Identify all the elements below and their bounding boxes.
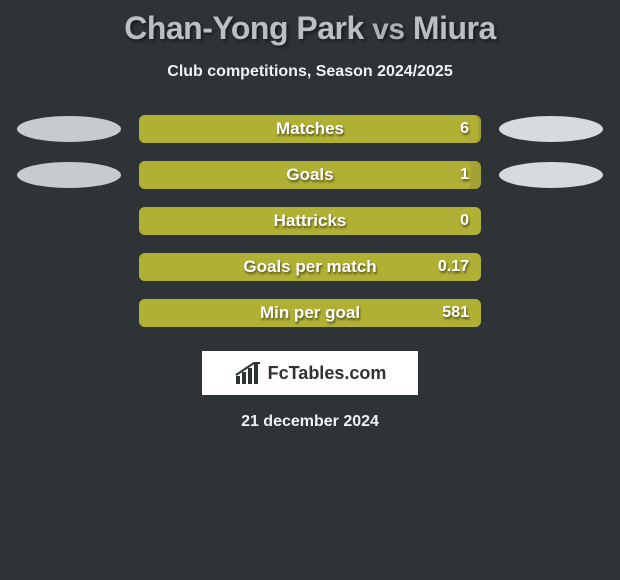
subtitle: Club competitions, Season 2024/2025 (0, 63, 620, 81)
stat-value: 581 (442, 299, 469, 327)
page-title: Chan-Yong Park vs Miura (0, 0, 620, 47)
left-ellipse-spacer (17, 254, 121, 280)
right-ellipse-spacer (499, 300, 603, 326)
stat-row: Min per goal 581 (0, 299, 620, 327)
stat-row: Goals per match 0.17 (0, 253, 620, 281)
stat-value: 0.17 (438, 253, 469, 281)
stat-bar: Goals 1 (139, 161, 481, 189)
player1-name: Chan-Yong Park (124, 10, 364, 46)
stat-row: Goals 1 (0, 161, 620, 189)
right-ellipse (499, 162, 603, 188)
branding-box: FcTables.com (202, 351, 418, 395)
right-ellipse-spacer (499, 208, 603, 234)
left-ellipse (17, 116, 121, 142)
branding-icon (234, 362, 262, 384)
stat-row: Matches 6 (0, 115, 620, 143)
stat-label: Goals (286, 165, 333, 185)
stat-label: Hattricks (274, 211, 347, 231)
stat-label: Min per goal (260, 303, 360, 323)
left-ellipse (17, 162, 121, 188)
stats-rows: Matches 6 Goals 1 Hattricks 0 Goals per match 0… (0, 115, 620, 327)
stat-bar: Hattricks 0 (139, 207, 481, 235)
right-ellipse-spacer (499, 254, 603, 280)
stat-bar: Matches 6 (139, 115, 481, 143)
stat-value: 0 (460, 207, 469, 235)
stat-label: Matches (276, 119, 344, 139)
stat-bar: Min per goal 581 (139, 299, 481, 327)
stat-value: 6 (460, 115, 469, 143)
stat-row: Hattricks 0 (0, 207, 620, 235)
date-text: 21 december 2024 (0, 413, 620, 431)
right-ellipse (499, 116, 603, 142)
stat-value: 1 (460, 161, 469, 189)
left-ellipse-spacer (17, 208, 121, 234)
player2-name: Miura (413, 10, 496, 46)
stat-label: Goals per match (243, 257, 376, 277)
left-ellipse-spacer (17, 300, 121, 326)
vs-text: vs (372, 13, 404, 46)
branding-text: FcTables.com (268, 363, 387, 384)
stat-bar: Goals per match 0.17 (139, 253, 481, 281)
